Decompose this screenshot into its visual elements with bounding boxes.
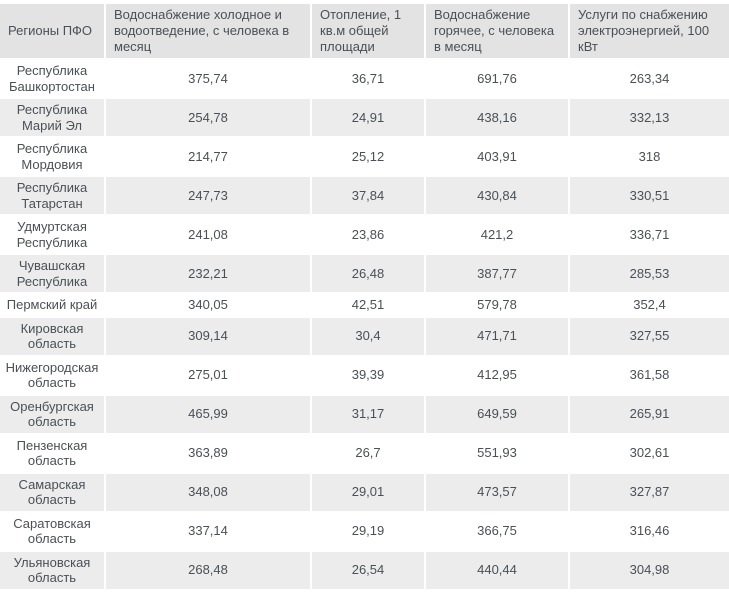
value-cell-electricity: 304,98 [570,551,729,589]
table-row: Пензенская область 363,89 26,7 551,93 30… [0,434,729,472]
column-header-heating: Отопление, 1 кв.м общей площади [312,4,424,58]
value-cell-electricity: 361,58 [570,356,729,394]
value-cell-heating: 24,91 [312,99,424,136]
region-cell: Кировская область [0,317,104,355]
region-cell: Чувашская Республика [0,255,104,292]
table-row: Пермский край 340,05 42,51 579,78 352,4 [0,294,729,316]
value-cell-cold-water: 268,48 [106,551,310,589]
region-cell: Пензенская область [0,434,104,472]
value-cell-cold-water: 254,78 [106,99,310,136]
table-header: Регионы ПФО Водоснабжение холодное и вод… [0,4,729,58]
value-cell-heating: 26,54 [312,551,424,589]
value-cell-heating: 29,19 [312,512,424,550]
value-cell-electricity: 332,13 [570,99,729,136]
table-body: Республика Башкортостан 375,74 36,71 691… [0,60,729,589]
value-cell-hot-water: 579,78 [426,294,568,316]
value-cell-electricity: 330,51 [570,177,729,214]
value-cell-cold-water: 465,99 [106,395,310,433]
value-cell-cold-water: 275,01 [106,356,310,394]
value-cell-heating: 36,71 [312,60,424,97]
value-cell-cold-water: 309,14 [106,317,310,355]
value-cell-hot-water: 551,93 [426,434,568,472]
table-row: Ульяновская область 268,48 26,54 440,44 … [0,551,729,589]
table-row: Республика Башкортостан 375,74 36,71 691… [0,60,729,97]
value-cell-cold-water: 232,21 [106,255,310,292]
value-cell-hot-water: 387,77 [426,255,568,292]
value-cell-electricity: 263,34 [570,60,729,97]
value-cell-hot-water: 412,95 [426,356,568,394]
header-row: Регионы ПФО Водоснабжение холодное и вод… [0,4,729,58]
value-cell-electricity: 327,55 [570,317,729,355]
value-cell-electricity: 318 [570,138,729,175]
region-cell: Республика Татарстан [0,177,104,214]
value-cell-cold-water: 247,73 [106,177,310,214]
value-cell-heating: 26,7 [312,434,424,472]
region-cell: Самарская область [0,473,104,511]
value-cell-electricity: 316,46 [570,512,729,550]
table-row: Самарская область 348,08 29,01 473,57 32… [0,473,729,511]
tariff-table: Регионы ПФО Водоснабжение холодное и вод… [0,2,729,591]
value-cell-heating: 25,12 [312,138,424,175]
column-header-electricity: Услуги по снабжению электроэнергией, 100… [570,4,729,58]
value-cell-hot-water: 403,91 [426,138,568,175]
value-cell-hot-water: 691,76 [426,60,568,97]
value-cell-hot-water: 366,75 [426,512,568,550]
table-row: Оренбургская область 465,99 31,17 649,59… [0,395,729,433]
value-cell-cold-water: 348,08 [106,473,310,511]
value-cell-electricity: 352,4 [570,294,729,316]
region-cell: Нижегородская область [0,356,104,394]
region-cell: Республика Мордовия [0,138,104,175]
value-cell-cold-water: 241,08 [106,216,310,253]
region-cell: Республика Башкортостан [0,60,104,97]
value-cell-hot-water: 430,84 [426,177,568,214]
region-cell: Пермский край [0,294,104,316]
value-cell-heating: 37,84 [312,177,424,214]
value-cell-heating: 42,51 [312,294,424,316]
region-cell: Оренбургская область [0,395,104,433]
value-cell-cold-water: 340,05 [106,294,310,316]
value-cell-heating: 31,17 [312,395,424,433]
value-cell-cold-water: 375,74 [106,60,310,97]
table-row: Чувашская Республика 232,21 26,48 387,77… [0,255,729,292]
table-row: Нижегородская область 275,01 39,39 412,9… [0,356,729,394]
region-cell: Саратовская область [0,512,104,550]
region-cell: Ульяновская область [0,551,104,589]
column-header-cold-water: Водоснабжение холодное и водоотведение, … [106,4,310,58]
tariff-table-container: Регионы ПФО Водоснабжение холодное и вод… [0,2,729,591]
value-cell-cold-water: 214,77 [106,138,310,175]
value-cell-electricity: 327,87 [570,473,729,511]
value-cell-hot-water: 440,44 [426,551,568,589]
table-row: Республика Татарстан 247,73 37,84 430,84… [0,177,729,214]
value-cell-cold-water: 363,89 [106,434,310,472]
value-cell-heating: 23,86 [312,216,424,253]
column-header-region: Регионы ПФО [0,4,104,58]
value-cell-hot-water: 438,16 [426,99,568,136]
value-cell-electricity: 336,71 [570,216,729,253]
value-cell-hot-water: 471,71 [426,317,568,355]
table-row: Саратовская область 337,14 29,19 366,75 … [0,512,729,550]
value-cell-hot-water: 421,2 [426,216,568,253]
value-cell-heating: 26,48 [312,255,424,292]
table-row: Республика Мордовия 214,77 25,12 403,91 … [0,138,729,175]
value-cell-hot-water: 473,57 [426,473,568,511]
value-cell-hot-water: 649,59 [426,395,568,433]
value-cell-electricity: 285,53 [570,255,729,292]
table-row: Удмуртская Республика 241,08 23,86 421,2… [0,216,729,253]
table-row: Кировская область 309,14 30,4 471,71 327… [0,317,729,355]
value-cell-heating: 29,01 [312,473,424,511]
value-cell-cold-water: 337,14 [106,512,310,550]
value-cell-heating: 30,4 [312,317,424,355]
table-row: Республика Марий Эл 254,78 24,91 438,16 … [0,99,729,136]
region-cell: Республика Марий Эл [0,99,104,136]
value-cell-electricity: 265,91 [570,395,729,433]
region-cell: Удмуртская Республика [0,216,104,253]
column-header-hot-water: Водоснабжение горячее, с человека в меся… [426,4,568,58]
value-cell-heating: 39,39 [312,356,424,394]
value-cell-electricity: 302,61 [570,434,729,472]
